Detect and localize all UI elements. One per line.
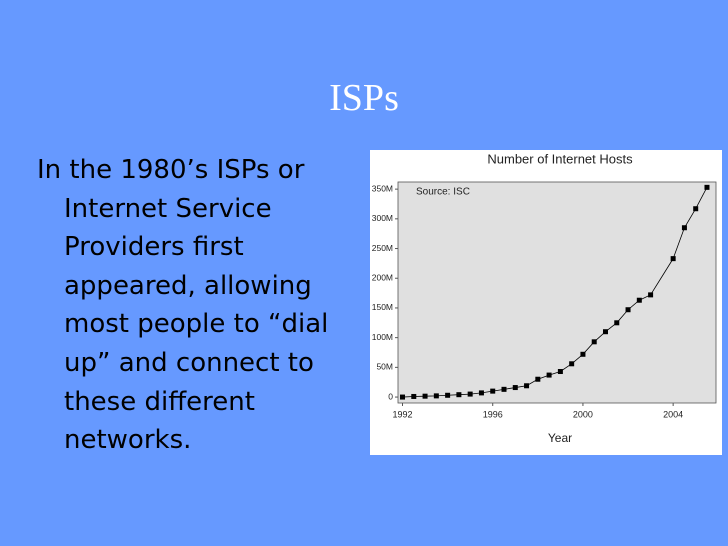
point [400, 394, 406, 400]
slide-title: ISPs [329, 77, 399, 119]
y-tick-label: 250M [372, 243, 393, 253]
point [422, 393, 428, 399]
point [636, 297, 642, 303]
point [524, 383, 530, 389]
body-line: Providers first [64, 232, 244, 263]
plot-area [397, 181, 717, 404]
point [433, 393, 439, 399]
x-tick-label: 2000 [573, 409, 593, 419]
point [546, 372, 552, 378]
point [681, 225, 687, 231]
point [411, 393, 417, 399]
body-line: most people to “dial [64, 309, 329, 340]
point [591, 339, 597, 345]
point [625, 307, 631, 313]
point [569, 361, 575, 367]
body-line: networks. [64, 425, 192, 456]
point [512, 385, 518, 391]
point [445, 392, 451, 398]
x-tick-label: 1996 [483, 409, 503, 419]
y-tick-label: 50M [376, 362, 393, 372]
y-tick-label: 300M [372, 213, 393, 223]
point [467, 391, 473, 397]
chart-title: Number of Internet Hosts [487, 151, 633, 166]
body-line: appeared, allowing [64, 270, 312, 301]
x-axis-label: Year [548, 431, 572, 445]
x-tick-label: 2004 [663, 409, 683, 419]
x-tick-label: 1992 [392, 409, 412, 419]
point [580, 351, 586, 357]
y-tick-label: 350M [372, 183, 393, 193]
point [670, 256, 676, 262]
annotation: Source: ISC [416, 187, 470, 198]
body-line: these different [64, 386, 255, 417]
point [456, 392, 462, 398]
body-line: In the 1980’s ISPs or [37, 155, 305, 185]
y-tick-label: 0 [388, 391, 393, 401]
point [557, 369, 563, 375]
body-line: up” and connect to [64, 348, 314, 378]
point [648, 292, 654, 298]
point [478, 390, 484, 396]
body-line: Internet Service [64, 193, 272, 224]
y-tick-label: 150M [372, 302, 393, 312]
point [693, 206, 699, 212]
y-tick-label: 100M [372, 332, 393, 342]
point [602, 329, 608, 335]
point [614, 320, 620, 326]
point [490, 388, 496, 394]
point [535, 376, 541, 382]
point [704, 184, 710, 190]
point [501, 386, 507, 392]
y-tick-label: 200M [372, 272, 393, 282]
